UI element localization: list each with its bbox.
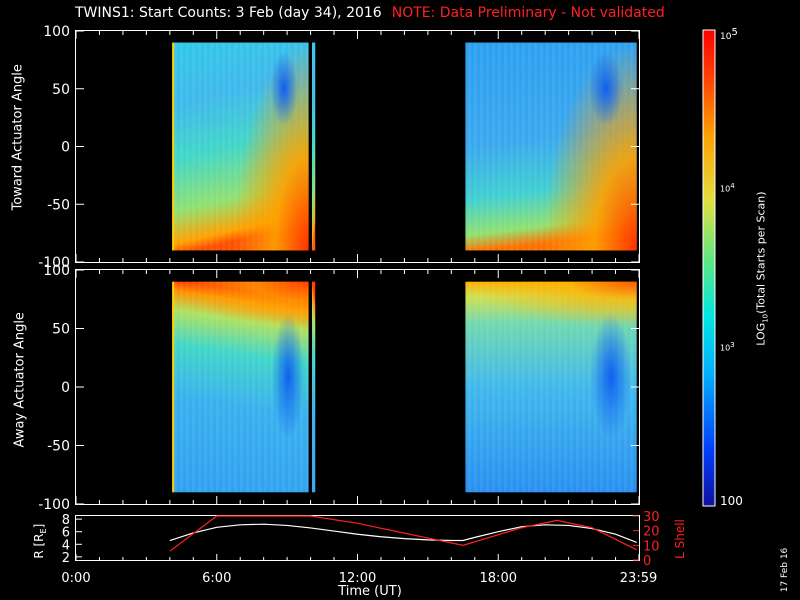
orbit-y-tick-label: 4 bbox=[62, 538, 70, 553]
toward-panel-frame bbox=[75, 30, 640, 263]
y-tick-label: -100 bbox=[38, 255, 70, 271]
toward-heatmap bbox=[172, 42, 637, 251]
hot-corner bbox=[233, 42, 309, 251]
lshell-trace bbox=[169, 515, 637, 552]
low-count-region bbox=[270, 50, 298, 126]
cb-tick-100: 100 bbox=[720, 494, 743, 508]
xlabel: Time (UT) bbox=[338, 584, 402, 599]
low-count-region bbox=[588, 50, 623, 126]
y-tick-label: -100 bbox=[38, 497, 70, 513]
y-tick-label: -50 bbox=[47, 197, 70, 213]
preliminary-note: NOTE: Data Preliminary - Not validated bbox=[391, 5, 665, 21]
colorbar bbox=[702, 29, 716, 507]
edge-line bbox=[308, 42, 311, 251]
lshell-y-tick-label: 30 bbox=[643, 510, 660, 525]
y-tick-label: 0 bbox=[61, 140, 70, 156]
lshell-y-tick-label: 10 bbox=[643, 539, 660, 554]
x-tick-label: 0:00 bbox=[61, 571, 90, 586]
cb-tick-1e4: 104 bbox=[720, 182, 735, 194]
edge-line bbox=[172, 281, 175, 493]
y-tick-label: -50 bbox=[47, 439, 70, 455]
away-heatmap bbox=[172, 281, 637, 493]
lshell-y-tick-label: 20 bbox=[643, 525, 660, 540]
axes: 100500-50-100100500-50-100864230201000:0… bbox=[38, 24, 709, 586]
orbit-panel-frame bbox=[75, 515, 640, 561]
away-ylabel: Away Actuator Angle bbox=[12, 312, 28, 448]
y-tick-label: 50 bbox=[52, 322, 70, 338]
y-tick-label: 50 bbox=[52, 82, 70, 98]
cb-tick-1e5: 105 bbox=[720, 27, 738, 42]
x-tick-label: 6:00 bbox=[202, 571, 231, 586]
heatmap-texture bbox=[311, 42, 316, 251]
title-text: TWINS1: Start Counts: 3 Feb (day 34), 20… bbox=[75, 5, 382, 21]
away-panel-frame bbox=[75, 269, 640, 505]
cb-tick-1e3: 103 bbox=[720, 341, 735, 353]
x-tick-label: 12:00 bbox=[339, 571, 376, 586]
edge-line bbox=[172, 42, 175, 251]
date-stamp: 17 Feb 16 bbox=[780, 547, 790, 593]
orbit-ylabel: R [RE] bbox=[31, 523, 49, 559]
toward-ylabel: Toward Actuator Angle bbox=[10, 64, 26, 211]
colorbar-label: LOG10(Total Starts per Scan) bbox=[754, 191, 770, 346]
orbit-y-tick-label: 8 bbox=[62, 513, 70, 528]
orbit-lines bbox=[169, 515, 637, 552]
y-tick-label: 100 bbox=[43, 24, 70, 40]
y-tick-label: 100 bbox=[43, 263, 70, 279]
lshell-y-tick-label: 0 bbox=[643, 554, 651, 569]
low-count-region bbox=[271, 313, 305, 440]
low-count-region bbox=[590, 313, 632, 440]
orbit-y-tick-label: 6 bbox=[62, 526, 70, 541]
edge-line bbox=[308, 281, 311, 493]
x-tick-label: 23:59 bbox=[620, 571, 657, 586]
lshell-ylabel: L Shell bbox=[673, 519, 687, 559]
x-tick-label: 18:00 bbox=[480, 571, 517, 586]
heatmap-texture bbox=[311, 281, 316, 493]
hot-corner bbox=[542, 42, 637, 251]
chart-title: TWINS1: Start Counts: 3 Feb (day 34), 20… bbox=[75, 5, 665, 21]
orbit-y-tick-label: 2 bbox=[62, 551, 70, 566]
y-tick-label: 0 bbox=[61, 380, 70, 396]
r-trace bbox=[169, 523, 637, 543]
